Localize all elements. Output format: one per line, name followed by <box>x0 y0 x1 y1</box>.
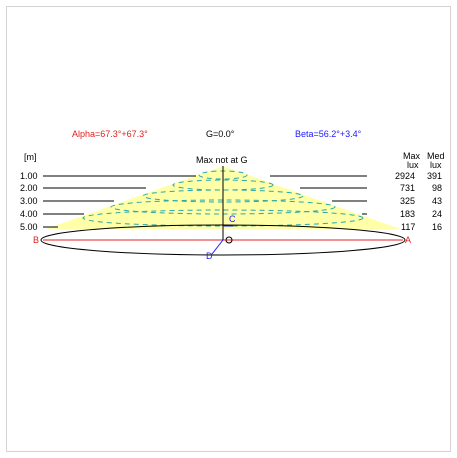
row-3-max: 325 <box>400 196 415 206</box>
row-3-distance: 3.00 <box>20 196 38 206</box>
med-header-2: lux <box>430 160 442 170</box>
row-1-distance: 1.00 <box>20 171 38 181</box>
observer-circle <box>225 236 233 244</box>
max-header-1: Max <box>403 151 421 161</box>
row-1-med: 391 <box>427 171 442 181</box>
point-a-label: A <box>405 235 411 245</box>
alpha-label: Alpha=67.3°+67.3° <box>72 129 148 139</box>
max-header-2: lux <box>407 160 419 170</box>
row-4-distance: 4.00 <box>20 209 38 219</box>
contour-2 <box>172 179 274 191</box>
axis-d <box>211 239 224 255</box>
center-label: Max not at G <box>196 155 248 165</box>
row-1-max: 2924 <box>395 171 415 181</box>
med-lux-values: 391 98 43 24 16 <box>427 171 442 232</box>
row-3-med: 43 <box>432 196 442 206</box>
contour-3 <box>142 189 304 203</box>
distance-labels: 1.00 2.00 3.00 4.00 5.00 <box>20 171 38 232</box>
point-d-label: D <box>206 251 213 261</box>
beta-label: Beta=56.2°+3.4° <box>295 129 362 139</box>
row-2-med: 98 <box>432 183 442 193</box>
point-b-label: B <box>33 235 39 245</box>
row-4-med: 24 <box>432 209 442 219</box>
row-5-med: 16 <box>432 222 442 232</box>
contour-5 <box>82 209 364 227</box>
max-lux-values: 2924 731 325 183 117 <box>395 171 415 232</box>
row-2-distance: 2.00 <box>20 183 38 193</box>
row-5-distance: 5.00 <box>20 222 38 232</box>
distance-guides <box>43 175 367 228</box>
row-5-max: 117 <box>401 222 415 232</box>
med-header-1: Med <box>427 151 445 161</box>
gamma-label: G=0.0° <box>206 129 235 139</box>
point-c-label: C <box>229 214 236 224</box>
unit-label: [m] <box>24 152 37 162</box>
row-4-max: 183 <box>400 209 415 219</box>
row-2-max: 731 <box>400 183 415 193</box>
